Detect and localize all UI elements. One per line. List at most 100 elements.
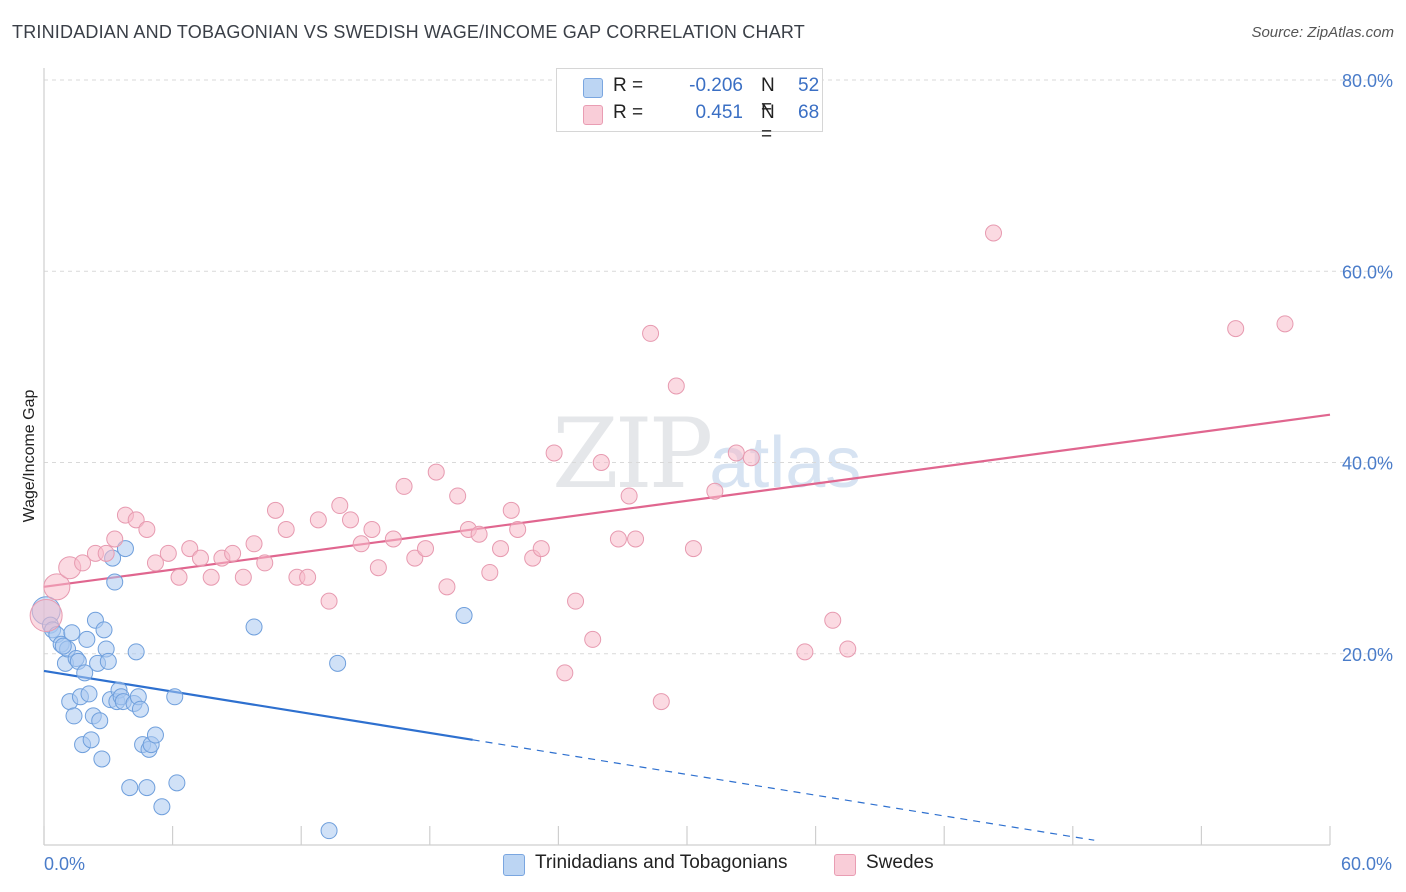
point-trinidadians [153,798,171,816]
legend-swatch-blue [583,78,603,98]
point-swedes [406,549,424,567]
point-swedes [742,449,760,467]
point-swedes [481,563,499,581]
point-trinidadians [127,643,145,661]
point-swedes [492,540,510,558]
point-swedes [363,520,381,538]
point-swedes [74,554,92,572]
point-swedes [266,501,284,519]
point-swedes [97,544,115,562]
point-swedes [29,599,63,632]
point-swedes [320,592,338,610]
point-swedes [438,578,456,596]
point-swedes [502,501,520,519]
point-trinidadians [329,654,347,672]
point-trinidadians [91,712,109,730]
point-swedes [796,643,814,661]
point-swedes [642,324,660,342]
point-trinidadians [95,621,113,639]
point-swedes [556,664,574,682]
point-trinidadians [82,731,100,749]
gridlines [44,79,1392,655]
point-swedes [138,520,156,538]
point-trinidadians [93,750,111,768]
point-swedes [545,444,563,462]
point-swedes [191,549,209,567]
point-swedes [277,520,295,538]
point-swedes [395,477,413,495]
point-trinidadians [116,540,134,558]
point-swedes [620,487,638,505]
point-trinidadians [76,664,94,682]
point-trinidadians [166,688,184,706]
point-swedes [106,530,124,548]
legend-r-value: 0.451 [695,102,743,123]
point-swedes [652,693,670,711]
point-swedes [984,224,1002,242]
bottom-legend-swatch-pink [834,854,856,876]
y-tick-label: 40.0% [1342,454,1393,474]
point-swedes [224,544,242,562]
point-swedes [181,540,199,558]
point-trinidadians [245,618,263,636]
y-axis-title: Wage/Income Gap [21,390,38,523]
bottom-legend-label: Swedes [866,852,934,873]
point-trinidadians [131,700,149,718]
point-trinidadians [99,652,117,670]
point-swedes [146,554,164,572]
point-swedes [417,540,435,558]
trend-lines [43,413,1331,841]
point-swedes [609,530,627,548]
point-swedes [592,454,610,471]
point-swedes [727,444,745,462]
point-swedes [684,540,702,558]
point-trinidadians [80,685,98,703]
point-trinidadians [106,573,124,591]
point-swedes [341,511,359,529]
point-swedes [470,525,488,543]
point-trinidadians [54,637,72,655]
point-swedes [706,482,724,500]
point-swedes [159,544,177,562]
point-swedes [449,487,467,505]
y-tick-label: 80.0% [1342,71,1393,91]
point-swedes [839,640,857,658]
bottom-legend-swatch-blue [503,854,525,876]
y-tick-label: 60.0% [1342,262,1393,282]
point-trinidadians [121,779,139,797]
bottom-legend-label: Trinidadians and Tobagonians [535,852,788,873]
point-swedes [509,520,527,538]
y-tick-label: 20.0% [1342,645,1393,665]
point-swedes [1276,315,1294,333]
axis-labels: 20.0% 40.0% 60.0% 80.0% 0.0% 60.0% Wage/Income… [21,71,1393,874]
point-swedes [627,530,645,548]
point-trinidadians [63,624,81,642]
point-swedes [369,559,387,577]
x-tick-label: 60.0% [1341,854,1392,874]
point-swedes [170,568,188,586]
point-swedes [309,511,327,529]
point-swedes [245,535,263,553]
trend-line-swedes [43,413,1331,588]
x-tick-label: 0.0% [44,854,85,874]
legend-n-value: 68 [798,102,820,123]
point-swedes [256,554,274,572]
stats-legend: R = -0.206 N = 52 R = 0.451 N = 68 [556,68,823,145]
point-swedes [1227,320,1245,338]
legend-r-label: R = [613,102,644,123]
axes [43,68,1331,846]
source-label[interactable]: Source: ZipAtlas.com [1251,24,1394,41]
point-trinidadians [146,726,164,744]
legend-r-value: -0.206 [689,75,743,96]
legend-swatch-pink [583,105,603,125]
trend-line-trinidadians-extension [472,739,1095,841]
data-points [29,224,1294,840]
point-trinidadians [320,822,338,840]
point-trinidadians [168,774,186,792]
legend-n-value: 52 [798,75,820,96]
point-swedes [384,530,402,548]
point-swedes [532,540,550,558]
legend-r-label: R = [613,75,644,96]
point-trinidadians [78,630,96,648]
point-swedes [299,568,317,586]
